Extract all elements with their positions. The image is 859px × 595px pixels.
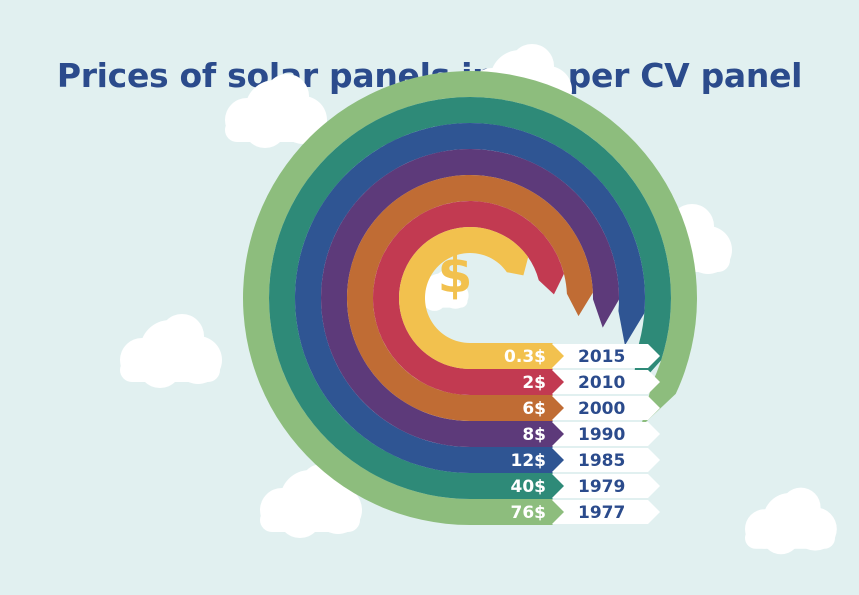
price-label: 8$ — [522, 425, 546, 445]
year-tag — [552, 396, 660, 420]
year-label: 1990 — [578, 425, 625, 445]
dollar-sign-icon: $ — [438, 246, 473, 304]
year-tag — [552, 422, 660, 446]
year-tag — [552, 370, 660, 394]
year-tags — [552, 344, 660, 524]
year-label: 1985 — [578, 451, 625, 471]
rainbow-bands — [242, 70, 697, 525]
year-label: 2015 — [578, 347, 625, 367]
year-label: 1979 — [578, 477, 625, 497]
cloud — [225, 74, 327, 148]
cloud — [120, 314, 222, 388]
year-tag — [552, 474, 660, 498]
price-label: 40$ — [511, 477, 547, 497]
price-label: 76$ — [511, 503, 547, 523]
price-label: 6$ — [522, 399, 546, 419]
price-label: 2$ — [522, 373, 546, 393]
cloud — [745, 487, 837, 555]
rainbow-band — [373, 201, 566, 395]
price-label: 0.3$ — [504, 347, 546, 367]
year-label: 1977 — [578, 503, 625, 523]
year-label: 2010 — [578, 373, 625, 393]
year-tag — [552, 344, 660, 368]
year-tag — [552, 500, 660, 524]
year-tag — [552, 448, 660, 472]
rainbow-band — [398, 227, 566, 369]
price-label: 12$ — [511, 451, 547, 471]
value-labels: 1977 76$ 1979 40$ 1985 12$ 1990 8$ 2000 6$ 2010 2$ 2… — [504, 347, 625, 523]
year-label: 2000 — [578, 399, 625, 419]
